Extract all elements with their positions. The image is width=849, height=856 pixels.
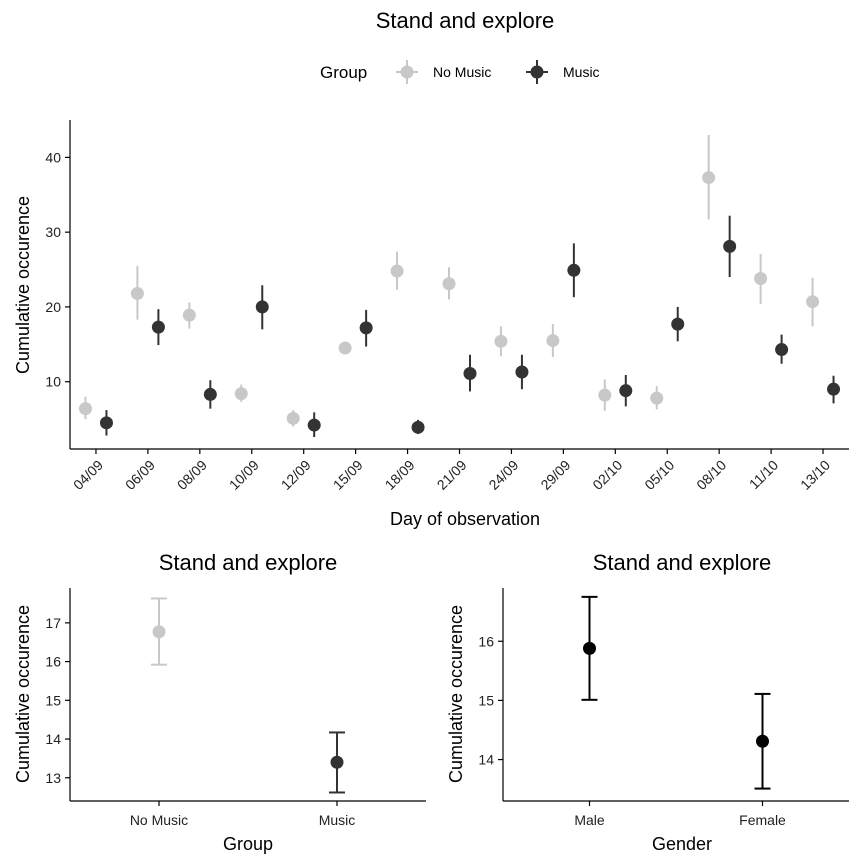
data-point [546,334,560,348]
gender-x-ticks: Male Female [574,801,786,828]
data-point [754,272,768,286]
gender-y-axis-title: Cumulative occurence [446,605,466,783]
gender-chart-panel: Stand and explore 14 15 16 Male Female Gend… [446,550,849,854]
data-point [567,263,581,277]
y-tick-label: 14 [478,752,494,768]
group-y-axis-title: Cumulative occurence [13,605,33,783]
data-point [619,384,633,398]
data-point [152,625,166,639]
legend-marker-music [530,65,544,79]
x-tick-label: 24/09 [485,457,521,493]
legend-label-no-music: No Music [433,64,491,80]
gender-data-marks [581,595,771,790]
gender-y-ticks: 14 15 16 [478,633,503,768]
data-point [151,320,165,334]
data-point [203,387,217,401]
y-tick-label: 30 [45,224,61,240]
legend-item-no-music: No Music [396,60,491,84]
data-point [99,416,113,430]
y-tick-label: 16 [478,633,494,649]
data-point [494,334,508,348]
group-y-ticks: 13 14 15 16 17 [45,615,70,786]
data-point [702,171,716,185]
data-point [827,382,841,396]
x-tick-label: 08/10 [693,457,729,493]
x-tick-label: 12/09 [278,457,314,493]
group-chart-panel: Stand and explore 13 14 15 16 17 No Music Mus… [13,550,426,854]
x-tick-label: 13/10 [797,457,833,493]
data-point [442,277,456,291]
legend-marker-no-music [400,65,414,79]
data-point [255,300,269,314]
data-point [234,387,248,401]
x-tick-label: 15/09 [330,457,366,493]
legend-item-music: Music [526,60,600,84]
y-tick-label: 20 [45,299,61,315]
data-point [286,411,300,425]
data-point [756,734,769,748]
legend-title: Group [320,63,367,82]
y-tick-label: 15 [45,692,61,708]
y-tick-label: 15 [478,692,494,708]
x-tick-label: 29/09 [537,457,573,493]
top-y-axis-title: Cumulative occurence [13,196,33,374]
x-tick-label: 18/09 [382,457,418,493]
data-point [598,388,612,402]
x-tick-label: 21/09 [434,457,470,493]
y-tick-label: 10 [45,374,61,390]
y-tick-label: 17 [45,615,61,631]
data-point [806,295,820,309]
x-tick-label: Female [739,812,786,828]
group-x-ticks: No Music Music [130,801,355,828]
data-point [130,286,144,300]
y-tick-label: 16 [45,654,61,670]
data-point [411,420,425,434]
group-x-axis-title: Group [223,834,273,854]
x-tick-label: 05/10 [641,457,677,493]
y-tick-label: 40 [45,149,61,165]
x-tick-label: Music [319,812,356,828]
top-x-ticks: 04/09 06/09 08/09 10/09 12/09 15/09 18/09 21/09… [70,449,833,493]
data-point [723,239,737,253]
top-y-ticks: 10 20 30 40 [45,149,70,390]
group-chart-title: Stand and explore [159,550,338,575]
legend-label-music: Music [563,64,600,80]
data-point [359,321,373,335]
data-point [671,317,685,331]
x-tick-label: 04/09 [70,457,106,493]
top-chart-title: Stand and explore [376,8,555,33]
data-point [463,366,477,380]
data-point [338,341,352,355]
data-point [390,264,404,278]
data-point [775,343,789,357]
y-tick-label: 14 [45,731,61,747]
top-data-marks [78,134,841,438]
group-data-marks [151,597,345,794]
x-tick-label: 10/09 [226,457,262,493]
x-tick-label: Male [574,812,605,828]
top-legend: Group No Music Music [320,60,600,84]
data-point [583,641,596,655]
gender-x-axis-title: Gender [652,834,712,854]
data-point [330,755,344,769]
y-tick-label: 13 [45,770,61,786]
data-point [182,308,196,322]
data-point [650,391,664,405]
top-x-axis-title: Day of observation [390,509,540,529]
x-tick-label: No Music [130,812,188,828]
x-tick-label: 11/10 [746,457,782,493]
gender-chart-title: Stand and explore [593,550,772,575]
data-point [307,418,321,432]
data-point [78,402,92,416]
x-tick-label: 08/09 [174,457,210,493]
x-tick-label: 06/09 [122,457,158,493]
top-chart-panel: Stand and explore Group No Music Music 1… [13,8,849,529]
data-point [515,365,529,379]
x-tick-label: 02/10 [589,457,625,493]
